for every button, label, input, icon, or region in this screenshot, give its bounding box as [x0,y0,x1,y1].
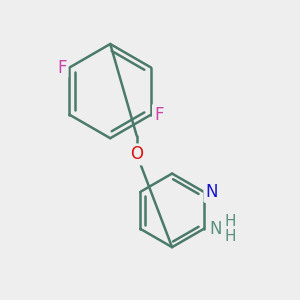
Text: O: O [130,146,143,164]
Text: N: N [206,183,218,201]
Text: F: F [57,58,67,76]
Text: N: N [210,220,222,238]
Text: H: H [225,229,236,244]
Text: F: F [154,106,164,124]
Text: H: H [225,214,236,229]
